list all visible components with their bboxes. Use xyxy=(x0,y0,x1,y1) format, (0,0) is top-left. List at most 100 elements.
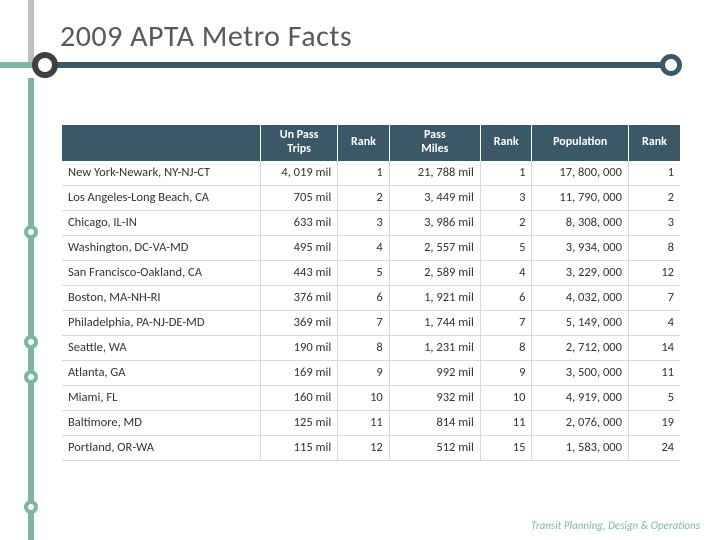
table-row: Baltimore, MD125 mil11814 mil112, 076, 0… xyxy=(62,410,680,435)
cell-city: Miami, FL xyxy=(62,385,260,410)
cell-miles: 1, 921 mil xyxy=(389,285,480,310)
cell-r1: 1 xyxy=(338,161,390,186)
metro-facts-table: Un PassTripsRankPassMilesRankPopulationR… xyxy=(62,125,680,461)
cell-r1: 7 xyxy=(338,310,390,335)
node-icon xyxy=(24,370,38,384)
table-row: Los Angeles-Long Beach, CA705 mil23, 449… xyxy=(62,185,680,210)
table-row: Atlanta, GA169 mil9992 mil93, 500, 00011 xyxy=(62,360,680,385)
cell-r3: 4 xyxy=(628,310,680,335)
cell-r3: 12 xyxy=(628,260,680,285)
cell-pop: 3, 500, 000 xyxy=(532,360,629,385)
cell-miles: 21, 788 mil xyxy=(389,161,480,186)
cell-miles: 2, 557 mil xyxy=(389,235,480,260)
cell-trips: 125 mil xyxy=(260,410,337,435)
cell-r3: 7 xyxy=(628,285,680,310)
column-header: Rank xyxy=(628,125,680,161)
cell-r2: 11 xyxy=(480,410,532,435)
cell-r2: 1 xyxy=(480,161,532,186)
cell-r2: 7 xyxy=(480,310,532,335)
node-icon xyxy=(24,225,38,239)
cell-trips: 376 mil xyxy=(260,285,337,310)
cell-city: Baltimore, MD xyxy=(62,410,260,435)
cell-miles: 932 mil xyxy=(389,385,480,410)
column-header: PassMiles xyxy=(389,125,480,161)
cell-trips: 169 mil xyxy=(260,360,337,385)
column-header: Un PassTrips xyxy=(260,125,337,161)
cell-miles: 814 mil xyxy=(389,410,480,435)
cell-r1: 11 xyxy=(338,410,390,435)
cell-pop: 3, 229, 000 xyxy=(532,260,629,285)
cell-pop: 4, 032, 000 xyxy=(532,285,629,310)
cell-r1: 12 xyxy=(338,435,390,460)
cell-r1: 9 xyxy=(338,360,390,385)
cell-city: Portland, OR-WA xyxy=(62,435,260,460)
page-title: 2009 APTA Metro Facts xyxy=(60,18,352,55)
deco-line-vertical-gray xyxy=(28,0,34,62)
cell-r2: 8 xyxy=(480,335,532,360)
cell-city: Los Angeles-Long Beach, CA xyxy=(62,185,260,210)
cell-r2: 3 xyxy=(480,185,532,210)
cell-city: New York-Newark, NY-NJ-CT xyxy=(62,161,260,186)
cell-trips: 115 mil xyxy=(260,435,337,460)
cell-trips: 190 mil xyxy=(260,335,337,360)
cell-r3: 5 xyxy=(628,385,680,410)
cell-r2: 5 xyxy=(480,235,532,260)
cell-r2: 4 xyxy=(480,260,532,285)
cell-city: Atlanta, GA xyxy=(62,360,260,385)
cell-r1: 10 xyxy=(338,385,390,410)
table-row: San Francisco-Oakland, CA443 mil52, 589 … xyxy=(62,260,680,285)
column-header: Population xyxy=(532,125,629,161)
table-row: Boston, MA-NH-RI376 mil61, 921 mil64, 03… xyxy=(62,285,680,310)
cell-r1: 6 xyxy=(338,285,390,310)
table-row: Washington, DC-VA-MD495 mil42, 557 mil53… xyxy=(62,235,680,260)
footer-text: Transit Planning, Design & Operations xyxy=(531,519,700,532)
cell-miles: 2, 589 mil xyxy=(389,260,480,285)
cell-pop: 2, 076, 000 xyxy=(532,410,629,435)
cell-pop: 11, 790, 000 xyxy=(532,185,629,210)
table-row: New York-Newark, NY-NJ-CT4, 019 mil121, … xyxy=(62,161,680,186)
cell-r3: 11 xyxy=(628,360,680,385)
cell-pop: 3, 934, 000 xyxy=(532,235,629,260)
node-icon xyxy=(32,52,58,78)
deco-line-vertical-teal xyxy=(28,78,34,540)
node-icon xyxy=(660,54,682,76)
cell-r3: 24 xyxy=(628,435,680,460)
cell-r2: 9 xyxy=(480,360,532,385)
cell-r2: 6 xyxy=(480,285,532,310)
node-icon xyxy=(24,335,38,349)
cell-r3: 3 xyxy=(628,210,680,235)
cell-miles: 3, 449 mil xyxy=(389,185,480,210)
cell-r3: 8 xyxy=(628,235,680,260)
cell-r1: 4 xyxy=(338,235,390,260)
cell-city: Washington, DC-VA-MD xyxy=(62,235,260,260)
cell-trips: 4, 019 mil xyxy=(260,161,337,186)
cell-trips: 369 mil xyxy=(260,310,337,335)
cell-city: Seattle, WA xyxy=(62,335,260,360)
cell-r1: 8 xyxy=(338,335,390,360)
cell-city: Philadelphia, PA-NJ-DE-MD xyxy=(62,310,260,335)
cell-r1: 5 xyxy=(338,260,390,285)
cell-r2: 2 xyxy=(480,210,532,235)
deco-line-horizontal-dark xyxy=(45,62,670,68)
cell-miles: 1, 231 mil xyxy=(389,335,480,360)
cell-r2: 10 xyxy=(480,385,532,410)
column-header: Rank xyxy=(338,125,390,161)
cell-r3: 1 xyxy=(628,161,680,186)
cell-city: Chicago, IL-IN xyxy=(62,210,260,235)
cell-pop: 2, 712, 000 xyxy=(532,335,629,360)
table-row: Portland, OR-WA115 mil12512 mil151, 583,… xyxy=(62,435,680,460)
column-header xyxy=(62,125,260,161)
cell-pop: 5, 149, 000 xyxy=(532,310,629,335)
cell-city: Boston, MA-NH-RI xyxy=(62,285,260,310)
cell-pop: 17, 800, 000 xyxy=(532,161,629,186)
cell-miles: 1, 744 mil xyxy=(389,310,480,335)
cell-r3: 19 xyxy=(628,410,680,435)
cell-r3: 14 xyxy=(628,335,680,360)
cell-trips: 495 mil xyxy=(260,235,337,260)
cell-trips: 160 mil xyxy=(260,385,337,410)
cell-trips: 633 mil xyxy=(260,210,337,235)
cell-city: San Francisco-Oakland, CA xyxy=(62,260,260,285)
cell-r1: 3 xyxy=(338,210,390,235)
cell-miles: 992 mil xyxy=(389,360,480,385)
column-header: Rank xyxy=(480,125,532,161)
